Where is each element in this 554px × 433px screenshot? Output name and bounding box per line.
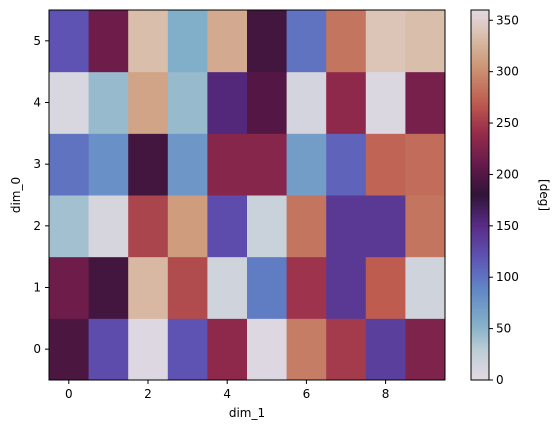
heatmap-cell [286, 318, 327, 381]
heatmap-cell [405, 71, 446, 134]
heatmap-cell [365, 318, 406, 381]
heatmap-cell [286, 133, 327, 196]
heatmap-cell [207, 133, 248, 196]
heatmap-cell [49, 10, 90, 73]
heatmap-cell [326, 71, 367, 134]
x-axis-ticks: 0 2 4 6 8 [65, 380, 389, 401]
heatmap-cell [247, 71, 288, 134]
heatmap-cell [88, 195, 129, 258]
heatmap-cell [207, 195, 248, 258]
x-axis-label: dim_1 [229, 406, 265, 420]
heatmap-cell [405, 10, 446, 73]
heatmap-cell [365, 133, 406, 196]
x-tick-label: 8 [382, 387, 390, 401]
colorbar-tick-label: 150 [496, 219, 519, 233]
colorbar-tick-label: 350 [496, 13, 519, 27]
heatmap-cell [286, 10, 327, 73]
heatmap-cell [128, 71, 169, 134]
y-tick-label: 4 [33, 96, 41, 110]
heatmap-cell [326, 195, 367, 258]
heatmap-cell [326, 256, 367, 319]
heatmap-cell [247, 256, 288, 319]
heatmap-cell [326, 318, 367, 381]
heatmap-cell [88, 318, 129, 381]
colorbar [470, 9, 490, 381]
heatmap-cell [167, 318, 208, 381]
heatmap-cell [365, 10, 406, 73]
heatmap-cell [326, 10, 367, 73]
heatmap-cell [88, 256, 129, 319]
colorbar-tick-label: 200 [496, 167, 519, 181]
y-tick-label: 0 [33, 342, 41, 356]
heatmap-cell [286, 71, 327, 134]
x-tick-label: 6 [303, 387, 311, 401]
heatmap-cell [207, 318, 248, 381]
heatmap-cell [167, 10, 208, 73]
y-tick-label: 3 [33, 157, 41, 171]
colorbar-tick-label: 300 [496, 65, 519, 79]
y-tick-label: 2 [33, 219, 41, 233]
heatmap-cell [405, 195, 446, 258]
x-tick-label: 2 [144, 387, 152, 401]
heatmap-cell [247, 318, 288, 381]
heatmap-cell [49, 195, 90, 258]
heatmap-cell [88, 133, 129, 196]
heatmap-cell [365, 256, 406, 319]
heatmap-cell [128, 195, 169, 258]
colorbar-tick-label: 0 [496, 373, 504, 387]
heatmap-cell [286, 256, 327, 319]
heatmap-cell [405, 133, 446, 196]
colorbar-tick-label: 250 [496, 116, 519, 130]
heatmap-cell [207, 10, 248, 73]
x-tick-label: 4 [223, 387, 231, 401]
y-tick-label: 1 [33, 281, 41, 295]
heatmap-cell [88, 71, 129, 134]
heatmap-cell [128, 318, 169, 381]
y-axis-ticks: 0 1 2 3 4 5 [33, 34, 49, 356]
heatmap-cell [405, 256, 446, 319]
heatmap-cell [247, 133, 288, 196]
heatmap-cell [128, 10, 169, 73]
x-tick-label: 0 [65, 387, 73, 401]
heatmap-cell [167, 195, 208, 258]
heatmap-cell [365, 71, 406, 134]
heatmap-cell [167, 256, 208, 319]
colorbar-ticks: 0 50 100 150 200 250 300 350 [489, 13, 519, 387]
heatmap-cells [49, 10, 446, 381]
heatmap-cell [207, 256, 248, 319]
y-axis-label: dim_0 [9, 177, 23, 213]
heatmap-cell [167, 71, 208, 134]
heatmap-cell [326, 133, 367, 196]
heatmap-cell [128, 133, 169, 196]
colorbar-tick-label: 100 [496, 270, 519, 284]
heatmap-cell [128, 256, 169, 319]
heatmap-cell [286, 195, 327, 258]
heatmap-cell [247, 195, 288, 258]
colorbar-tick-label: 50 [496, 322, 511, 336]
heatmap-cell [167, 133, 208, 196]
y-tick-label: 5 [33, 34, 41, 48]
heatmap-cell [365, 195, 406, 258]
heatmap-cell [405, 318, 446, 381]
heatmap-cell [207, 71, 248, 134]
heatmap-cell [88, 10, 129, 73]
plot-frame [48, 9, 446, 381]
heatmap-cell [49, 133, 90, 196]
heatmap-cell [49, 71, 90, 134]
heatmap-cell [247, 10, 288, 73]
heatmap-cell [49, 256, 90, 319]
heatmap-cell [49, 318, 90, 381]
colorbar-label: [deg] [537, 179, 551, 211]
